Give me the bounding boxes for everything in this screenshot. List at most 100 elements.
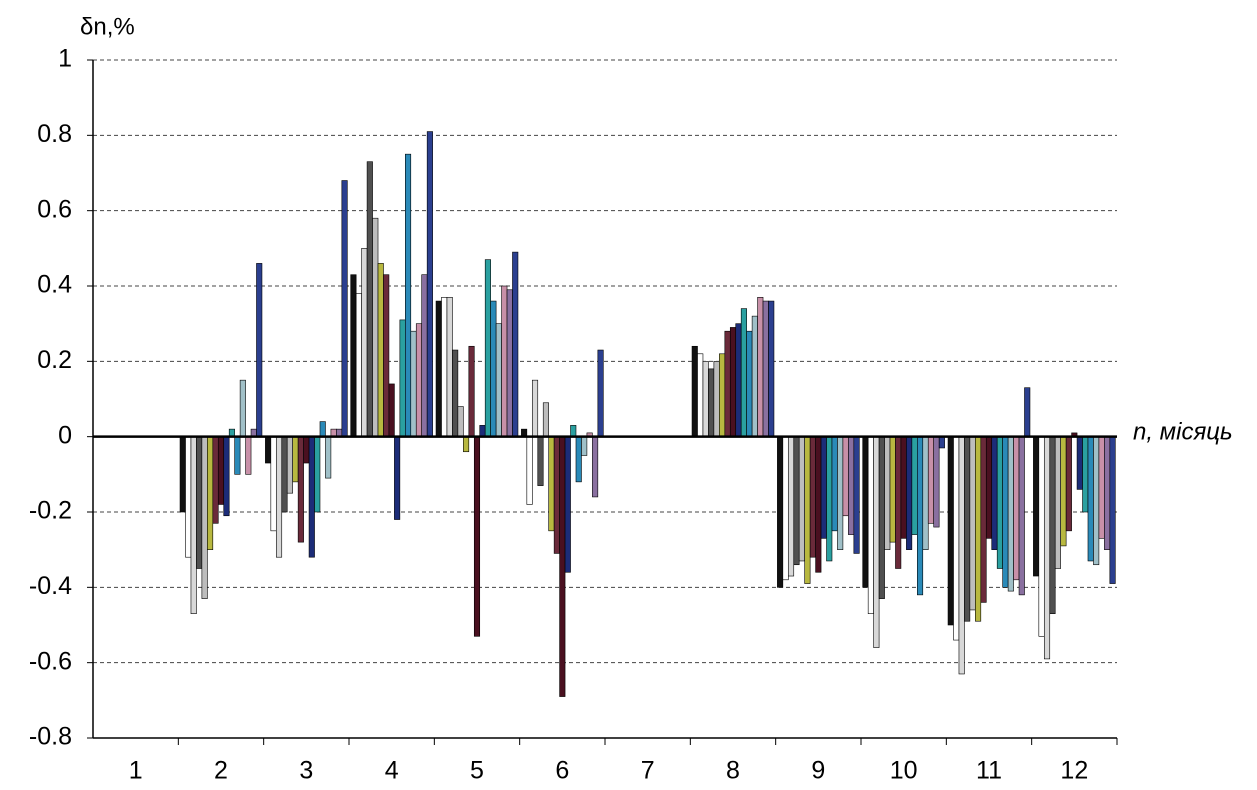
bar xyxy=(201,436,208,599)
bar xyxy=(906,436,913,550)
bar xyxy=(809,436,816,558)
bar xyxy=(452,349,459,437)
y-tick-label: 0.8 xyxy=(37,120,72,148)
bar xyxy=(820,436,827,539)
bar xyxy=(542,402,549,437)
bar xyxy=(479,425,486,437)
bar xyxy=(410,330,417,437)
bar xyxy=(239,379,246,437)
bar xyxy=(729,327,737,437)
bar xyxy=(435,300,442,437)
x-tick-label: 10 xyxy=(890,757,918,785)
y-tick-label: -0.4 xyxy=(29,572,72,600)
bar xyxy=(895,436,902,569)
bar xyxy=(325,436,332,479)
bar xyxy=(867,436,874,614)
x-tick-label: 9 xyxy=(811,757,825,785)
bar xyxy=(506,289,513,437)
bar xyxy=(922,436,929,550)
bar xyxy=(1007,436,1014,592)
bar xyxy=(314,436,321,513)
bar xyxy=(938,436,945,449)
y-tick-label: 0.4 xyxy=(37,271,72,299)
bar xyxy=(762,300,769,437)
bar xyxy=(1104,436,1111,550)
y-tick-label: 1 xyxy=(58,45,72,73)
bar xyxy=(281,436,288,513)
x-tick-label: 1 xyxy=(129,757,143,785)
bar xyxy=(878,436,885,599)
bar xyxy=(719,353,726,437)
bar xyxy=(969,436,976,611)
bar xyxy=(964,436,971,622)
bar xyxy=(597,349,604,437)
bar xyxy=(853,436,860,554)
bar xyxy=(900,436,907,539)
bar xyxy=(265,436,272,464)
bar xyxy=(468,345,475,437)
bar xyxy=(947,436,954,626)
bar xyxy=(697,353,704,437)
bar xyxy=(388,383,395,437)
bar xyxy=(804,436,811,584)
bar xyxy=(490,300,497,437)
bar xyxy=(1109,436,1116,584)
bar xyxy=(575,436,582,483)
bar xyxy=(207,436,214,550)
bar xyxy=(980,436,987,603)
bar xyxy=(421,274,428,437)
bar xyxy=(377,263,384,437)
x-tick-label: 12 xyxy=(1060,757,1088,785)
bar xyxy=(831,436,838,532)
bar xyxy=(787,436,795,577)
bar xyxy=(394,436,401,520)
bar xyxy=(234,436,241,475)
bar xyxy=(1013,436,1020,581)
bar xyxy=(708,368,715,437)
bar xyxy=(341,180,348,437)
bar xyxy=(457,406,464,437)
bar xyxy=(1033,436,1040,577)
bar xyxy=(426,131,433,437)
bar xyxy=(1076,436,1083,490)
bar xyxy=(798,436,805,562)
x-axis-title: n, місяць xyxy=(1133,418,1233,445)
bar xyxy=(702,361,709,437)
bar xyxy=(212,436,219,524)
bar xyxy=(927,436,935,524)
bar xyxy=(501,285,508,437)
bar xyxy=(308,436,315,558)
bar xyxy=(292,436,299,483)
bar xyxy=(740,308,747,437)
bar xyxy=(1018,436,1025,596)
x-tick-label: 7 xyxy=(641,757,655,785)
bar xyxy=(463,436,470,453)
bar xyxy=(415,323,423,437)
bar xyxy=(484,259,491,437)
bar xyxy=(713,361,720,437)
bar xyxy=(548,436,555,532)
bar xyxy=(1098,436,1105,539)
bar xyxy=(777,436,784,588)
bar xyxy=(366,161,373,437)
bar xyxy=(1024,387,1031,437)
y-tick-label: 0.6 xyxy=(37,195,72,223)
bar xyxy=(953,436,960,641)
bar xyxy=(757,296,764,437)
bar xyxy=(531,379,539,437)
bar xyxy=(223,436,230,517)
bar xyxy=(1093,436,1100,566)
bar xyxy=(933,436,940,528)
bar xyxy=(179,436,186,513)
bar xyxy=(985,436,993,539)
bar xyxy=(873,436,880,648)
bar xyxy=(526,436,533,505)
bar xyxy=(383,274,390,437)
bar xyxy=(256,263,263,437)
bar xyxy=(862,436,869,588)
bar xyxy=(724,330,731,437)
bar xyxy=(826,436,833,562)
x-tick-label: 3 xyxy=(299,757,313,785)
bar xyxy=(1002,436,1009,588)
bar xyxy=(793,436,800,566)
